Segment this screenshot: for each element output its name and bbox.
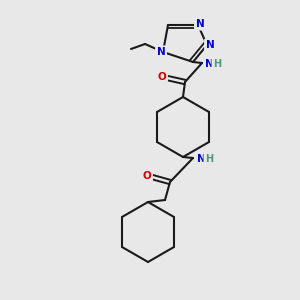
Text: O: O	[158, 72, 166, 82]
Text: N: N	[196, 154, 206, 164]
Text: N: N	[157, 47, 165, 57]
Text: O: O	[142, 171, 152, 181]
Text: N: N	[205, 59, 213, 69]
Text: H: H	[213, 59, 221, 69]
Text: N: N	[206, 40, 214, 50]
Text: N: N	[196, 19, 204, 29]
Text: H: H	[205, 154, 213, 164]
